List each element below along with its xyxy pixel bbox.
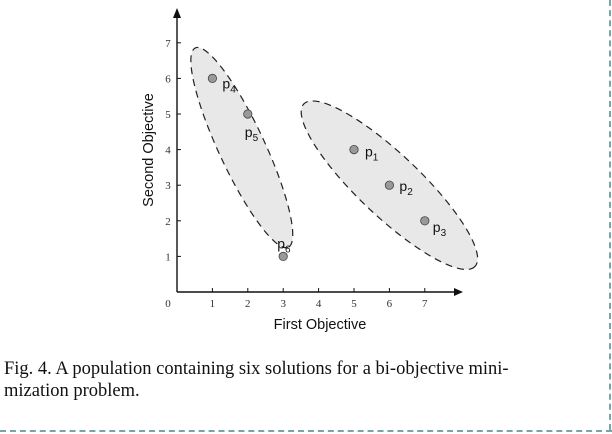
caption-line-1: Fig. 4. A population containing six solu… xyxy=(4,359,509,379)
figure-caption: Fig. 4. A population containing six solu… xyxy=(4,358,604,402)
data-point-p2 xyxy=(384,180,394,190)
y-tick-label: 2 xyxy=(165,216,171,228)
tick-layer: 0 1 2 3 4 5 6 7 1 2 3 4 5 6 7 xyxy=(165,38,428,310)
x-tick-label: 3 xyxy=(280,298,286,310)
x-tick-label: 6 xyxy=(387,298,393,310)
x-axis-arrowhead xyxy=(454,288,463,296)
data-point-p5 xyxy=(243,109,253,119)
y-tick-label: 4 xyxy=(165,145,171,157)
x-tick-label: 5 xyxy=(351,298,357,310)
cluster-ellipse-2 xyxy=(190,46,294,249)
x-tick-label: 2 xyxy=(245,298,251,310)
point-label-p3: p3 xyxy=(433,219,447,239)
points-layer: p1 p2 p3 p4 p5 p6 xyxy=(207,73,447,261)
x-tick-label: 0 xyxy=(165,298,171,310)
x-tick-label: 1 xyxy=(210,298,216,310)
data-point-p1 xyxy=(349,145,359,155)
point-label-p1: p1 xyxy=(365,144,379,164)
page-border-bottom xyxy=(0,430,612,432)
data-point-p3 xyxy=(420,216,430,226)
x-tick-label: 7 xyxy=(422,298,428,310)
scatter-figure: 0 1 2 3 4 5 6 7 1 2 3 4 5 6 7 p1 p2 p3 p4 p5 p6 First Objec… xyxy=(141,8,479,333)
y-tick-label: 7 xyxy=(165,38,171,50)
page-border-right xyxy=(609,0,611,430)
x-axis-label: First Objective xyxy=(274,317,367,333)
y-axis-arrowhead xyxy=(173,8,181,18)
axes xyxy=(173,8,463,296)
data-point-p4 xyxy=(207,73,217,84)
y-tick-label: 5 xyxy=(165,109,171,121)
point-label-p5: p5 xyxy=(245,124,259,144)
x-tick-label: 4 xyxy=(316,298,322,310)
point-label-p6: p6 xyxy=(277,235,291,255)
data-point-p6 xyxy=(278,251,288,261)
caption-line-2: mization problem. xyxy=(4,381,140,401)
y-tick-label: 3 xyxy=(165,180,171,192)
y-tick-label: 6 xyxy=(165,73,171,85)
y-tick-label: 1 xyxy=(165,251,171,263)
y-axis-label: Second Objective xyxy=(141,93,157,207)
point-label-p4: p4 xyxy=(222,75,236,95)
point-label-p2: p2 xyxy=(399,178,413,198)
